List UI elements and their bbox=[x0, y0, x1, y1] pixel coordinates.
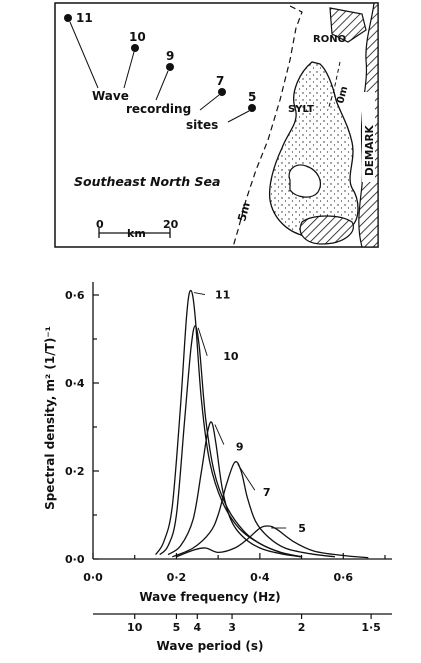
caption-recording: recording bbox=[126, 102, 191, 116]
y-tick-label: 0·0 bbox=[65, 553, 85, 566]
x-tick-label: 0·4 bbox=[250, 571, 270, 584]
caption-wave: Wave bbox=[92, 89, 129, 103]
depth-label-0m: 0m bbox=[335, 85, 350, 105]
series-line-10 bbox=[159, 325, 302, 558]
period-axis-label: Wave period (s) bbox=[157, 639, 264, 653]
x-tick-label: 0·2 bbox=[167, 571, 187, 584]
period-tick-label: 2 bbox=[298, 621, 306, 634]
scale-bar bbox=[98, 228, 171, 238]
rono-island bbox=[329, 7, 367, 43]
scale-unit: km bbox=[127, 227, 146, 240]
place-label-sylt: SYLT bbox=[288, 104, 314, 115]
series-line-7 bbox=[172, 461, 335, 558]
period-tick-label: 5 bbox=[173, 621, 181, 634]
place-label-demark: DEMARK bbox=[364, 124, 376, 176]
spectrum-chart: 0·0 0·2 0·4 0·6 0·0 0·2 0·4 0·6 11 10 9 7 5 Wave f… bbox=[43, 282, 392, 653]
site-label-9: 9 bbox=[166, 49, 174, 63]
series-label-11: 11 bbox=[215, 289, 230, 302]
site-label-10: 10 bbox=[129, 30, 146, 44]
depth-label-5m: 5m bbox=[235, 201, 253, 223]
scale-start: 0 bbox=[96, 218, 104, 231]
series-line-9 bbox=[167, 421, 302, 558]
period-tick-label: 1·5 bbox=[361, 621, 381, 634]
series-leader-11 bbox=[193, 292, 206, 296]
site-label-5: 5 bbox=[248, 90, 256, 104]
south-island bbox=[299, 215, 354, 245]
site-marker-5 bbox=[248, 104, 256, 112]
y-axis-label: Spectral density, m² (1/T)⁻¹ bbox=[43, 326, 57, 510]
site-label-7: 7 bbox=[216, 74, 224, 88]
place-label-rono: RONO bbox=[313, 34, 346, 45]
scale-end: 20 bbox=[163, 218, 179, 231]
period-tick-label: 4 bbox=[193, 621, 201, 634]
lagoon bbox=[288, 164, 321, 198]
depth-contour-0m bbox=[327, 61, 341, 111]
x-tick-label: 0·6 bbox=[334, 571, 354, 584]
site-marker-11 bbox=[64, 14, 72, 22]
depth-contour-5m bbox=[232, 5, 303, 248]
series-labels: 11 10 9 7 5 bbox=[193, 289, 306, 535]
series-label-10: 10 bbox=[223, 350, 239, 363]
series-label-7: 7 bbox=[263, 486, 271, 499]
x-tick-label: 0·0 bbox=[83, 571, 103, 584]
site-marker-7 bbox=[218, 88, 226, 96]
series-lines bbox=[155, 289, 369, 559]
series-label-9: 9 bbox=[236, 441, 244, 454]
site-label-11: 11 bbox=[76, 11, 93, 25]
caption-sites: sites bbox=[186, 118, 218, 132]
site-marker-9 bbox=[166, 63, 174, 71]
series-label-5: 5 bbox=[298, 522, 306, 535]
sea-label: Southeast North Sea bbox=[74, 174, 220, 189]
site-map: 11 10 9 7 5 Wave recording sites Southea… bbox=[54, 2, 379, 248]
y-tick-label: 0·6 bbox=[65, 289, 85, 302]
period-tick-label: 10 bbox=[127, 621, 143, 634]
series-line-5 bbox=[176, 525, 369, 559]
site-leader-lines bbox=[69, 21, 250, 123]
y-tick-label: 0·4 bbox=[65, 377, 85, 390]
series-leader-9 bbox=[214, 424, 225, 445]
series-leader-7 bbox=[237, 463, 256, 491]
series-line-11 bbox=[155, 289, 302, 558]
period-tick-label: 3 bbox=[228, 621, 236, 634]
period-ticks: 10 5 4 3 2 1·5 bbox=[127, 614, 381, 634]
x-axis-label: Wave frequency (Hz) bbox=[139, 590, 280, 604]
x-ticks: 0·0 0·2 0·4 0·6 bbox=[83, 553, 386, 584]
y-tick-label: 0·2 bbox=[65, 465, 85, 478]
demark-label-backing bbox=[362, 92, 375, 182]
y-ticks: 0·0 0·2 0·4 0·6 bbox=[65, 289, 99, 566]
site-marker-10 bbox=[131, 44, 139, 52]
series-leader-10 bbox=[197, 327, 208, 356]
